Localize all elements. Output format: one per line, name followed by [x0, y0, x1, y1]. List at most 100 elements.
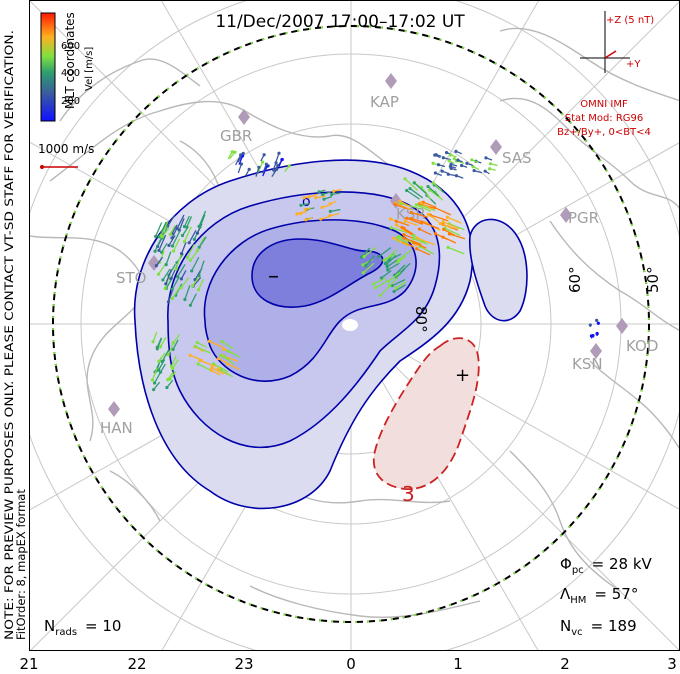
velocity-vector	[419, 228, 432, 236]
velocity-vector	[394, 264, 406, 276]
vector-origin	[431, 161, 435, 165]
vector-origin	[170, 236, 174, 240]
vector-origin	[170, 244, 175, 248]
vector-origin	[170, 367, 175, 371]
vector-origin	[216, 367, 221, 371]
imf-model-line-1: OMNI IMF	[580, 99, 628, 110]
vector-origin	[470, 158, 474, 162]
vector-origin	[465, 161, 469, 165]
velocity-vector	[447, 246, 465, 255]
vector-origin	[328, 209, 332, 213]
velocity-vector	[262, 165, 268, 177]
velocity-vector	[171, 276, 180, 290]
velocity-vector	[159, 336, 167, 348]
velocity-vector	[192, 277, 202, 287]
map-title: 11/Dec/2007 17:00–17:02 UT	[215, 12, 465, 32]
vector-origin	[414, 203, 419, 207]
velocity-vector	[155, 256, 164, 267]
convection-map: 80° 60° 50° – + 3 o KAP GBR SAS KSR PGR …	[30, 1, 679, 650]
velocity-vector	[362, 262, 375, 274]
station-han: HAN	[100, 401, 133, 437]
velocity-vector	[388, 271, 401, 282]
velocity-vector	[199, 214, 206, 228]
colorbar-tick-400: 400	[61, 68, 80, 79]
vector-origin	[588, 323, 592, 327]
velocity-vector	[406, 217, 423, 225]
velocity-vector	[427, 213, 440, 223]
imf-model-line-2: Stat Mod: RG96	[565, 113, 644, 124]
velocity-vector	[378, 247, 392, 258]
vector-origin	[182, 225, 187, 229]
velocity-vector	[220, 354, 230, 361]
vector-origin	[166, 300, 171, 304]
vector-origin	[460, 163, 464, 168]
vector-origin	[402, 232, 406, 237]
vector-origin	[197, 274, 201, 278]
velocity-vector	[381, 270, 392, 279]
velocity-vector	[171, 227, 178, 239]
velocity-vector	[198, 236, 207, 248]
vector-origin	[196, 248, 200, 252]
vector-origin	[190, 284, 195, 288]
velocity-vector	[197, 279, 205, 291]
velocity-vector	[198, 260, 205, 277]
velocity-vector	[403, 241, 415, 248]
vector-origin	[295, 212, 299, 216]
reference-vector-label: 1000 m/s	[38, 142, 94, 156]
vector-origin	[431, 181, 435, 185]
velocity-vector	[398, 235, 415, 245]
vector-origin	[169, 364, 174, 368]
velocity-vector	[304, 195, 315, 199]
velocity-vector	[373, 277, 387, 285]
vector-origin	[444, 151, 449, 155]
vector-origin	[454, 149, 458, 153]
vector-origin	[321, 192, 325, 197]
vector-origin	[402, 236, 406, 240]
side-notes: NOTE: FOR PREVIEW PURPOSES ONLY. PLEASE …	[2, 30, 28, 640]
vector-origin	[393, 202, 397, 207]
velocity-vector	[199, 359, 216, 367]
vector-origin	[154, 264, 158, 268]
velocity-vector	[406, 189, 420, 200]
svg-text:KAP: KAP	[370, 93, 399, 111]
vector-origin	[487, 167, 492, 171]
vector-origin	[170, 296, 174, 301]
vector-origin	[441, 156, 445, 160]
velocity-vector	[419, 245, 434, 255]
svg-text:PGR: PGR	[568, 209, 599, 227]
velocity-vector	[409, 188, 424, 199]
velocity-vector	[393, 284, 406, 293]
velocity-vector	[403, 237, 422, 245]
vector-origin	[385, 262, 389, 266]
velocity-vector	[186, 243, 195, 259]
velocity-vector	[177, 264, 186, 277]
vector-origin	[156, 272, 161, 276]
velocity-vector	[443, 228, 456, 236]
colorbar-tick-600: 600	[61, 41, 80, 52]
velocity-vector	[387, 262, 400, 271]
reference-vector: 1000 m/s	[38, 142, 94, 169]
velocity-vector	[171, 286, 181, 299]
vector-origin	[483, 169, 487, 173]
vector-origin	[379, 276, 384, 280]
positive-potential-cell	[372, 337, 480, 490]
velocity-vector	[192, 276, 200, 287]
vector-origin	[262, 153, 266, 157]
colorbar-label: Vel [m/s]	[84, 47, 95, 91]
velocity-vector	[396, 220, 410, 227]
velocity-vector	[411, 211, 428, 218]
velocity-vector	[152, 331, 158, 342]
vector-origin	[372, 282, 376, 286]
vector-origin	[298, 211, 303, 216]
vector-origin	[596, 321, 600, 325]
vector-origin	[472, 168, 476, 173]
vector-origin	[239, 162, 243, 166]
vector-origin	[257, 165, 261, 169]
hm-boundary	[52, 25, 650, 623]
vector-origin	[197, 245, 201, 249]
vector-origin	[304, 218, 308, 222]
velocity-vector	[189, 354, 203, 361]
vector-origin	[165, 385, 169, 390]
svg-text:KSN: KSN	[572, 355, 603, 373]
velocity-vector	[397, 236, 409, 245]
